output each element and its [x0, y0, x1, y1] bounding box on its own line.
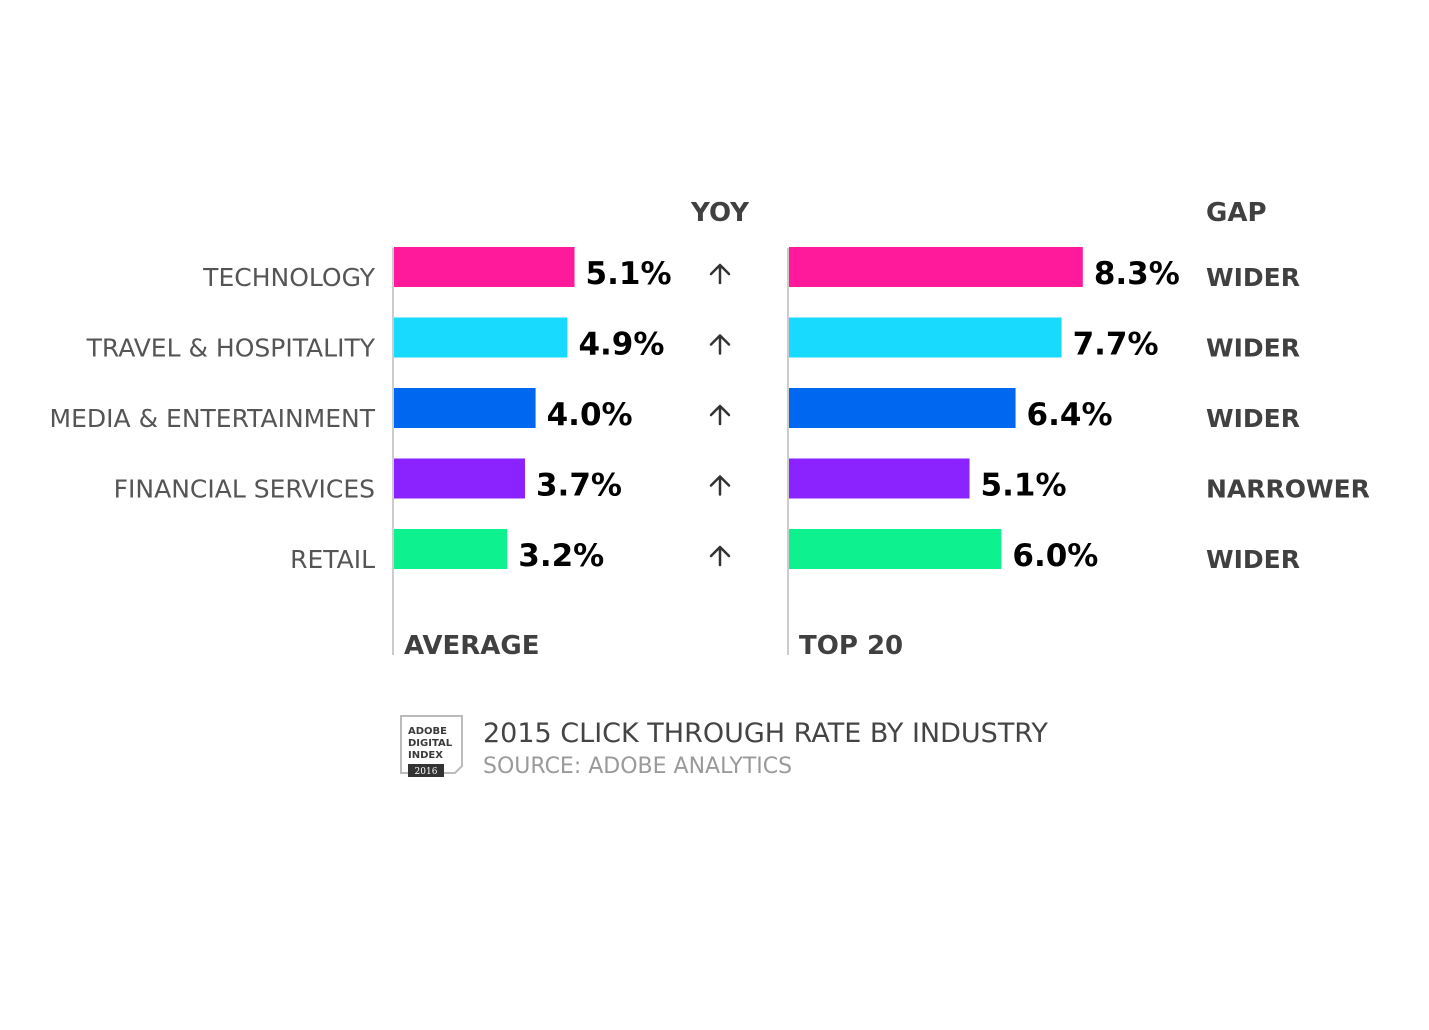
gap-label: WIDER: [1206, 545, 1300, 574]
top20-value-label: 7.7%: [1073, 327, 1159, 363]
average-value-label: 4.0%: [547, 397, 633, 433]
yoy-up-arrow-icon: [709, 545, 731, 567]
gap-label: NARROWER: [1206, 475, 1370, 504]
top20-value-label: 5.1%: [981, 468, 1067, 504]
category-label: MEDIA & ENTERTAINMENT: [50, 404, 376, 433]
average-bar: [394, 529, 508, 569]
average-axis-label: AVERAGE: [404, 631, 539, 661]
top20-bar: [789, 317, 1062, 358]
top20-bar: [789, 388, 1016, 428]
category-label: TECHNOLOGY: [202, 263, 376, 292]
gap-label: WIDER: [1206, 263, 1300, 292]
logo-year: 2016: [415, 767, 438, 777]
average-value-label: 5.1%: [586, 256, 672, 292]
top20-bar: [789, 529, 1002, 569]
average-value-label: 3.7%: [536, 468, 622, 504]
average-value-label: 3.2%: [518, 538, 604, 574]
yoy-up-arrow-icon: [709, 263, 731, 285]
chart-title: 2015 CLICK THROUGH RATE BY INDUSTRY: [483, 718, 1048, 749]
yoy-up-arrow-icon: [709, 475, 731, 496]
yoy-header: YOY: [690, 198, 750, 228]
adobe-digital-index-logo: ADOBE DIGITAL INDEX 2016: [400, 715, 463, 777]
top20-axis-label: TOP 20: [799, 631, 903, 661]
average-bar: [394, 317, 568, 358]
logo-line-3: INDEX: [408, 750, 443, 761]
top20-value-label: 8.3%: [1094, 256, 1180, 292]
top20-value-label: 6.4%: [1027, 397, 1113, 433]
category-label: FINANCIAL SERVICES: [114, 475, 375, 504]
yoy-up-arrow-icon: [709, 404, 731, 426]
gap-header: GAP: [1206, 198, 1267, 228]
logo-line-2: DIGITAL: [408, 738, 453, 749]
logo-line-1: ADOBE: [408, 726, 447, 737]
category-label: RETAIL: [290, 545, 375, 574]
average-bar: [394, 388, 536, 428]
top20-bar: [789, 458, 970, 499]
yoy-up-arrow-icon: [709, 334, 731, 355]
top20-bar: [789, 247, 1083, 287]
gap-label: WIDER: [1206, 404, 1300, 433]
gap-label: WIDER: [1206, 334, 1300, 363]
average-bar: [394, 458, 525, 499]
chart-source: SOURCE: ADOBE ANALYTICS: [483, 754, 792, 779]
top20-value-label: 6.0%: [1012, 538, 1098, 574]
category-label: TRAVEL & HOSPITALITY: [86, 334, 376, 363]
average-value-label: 4.9%: [578, 327, 664, 363]
average-bar: [394, 247, 575, 287]
